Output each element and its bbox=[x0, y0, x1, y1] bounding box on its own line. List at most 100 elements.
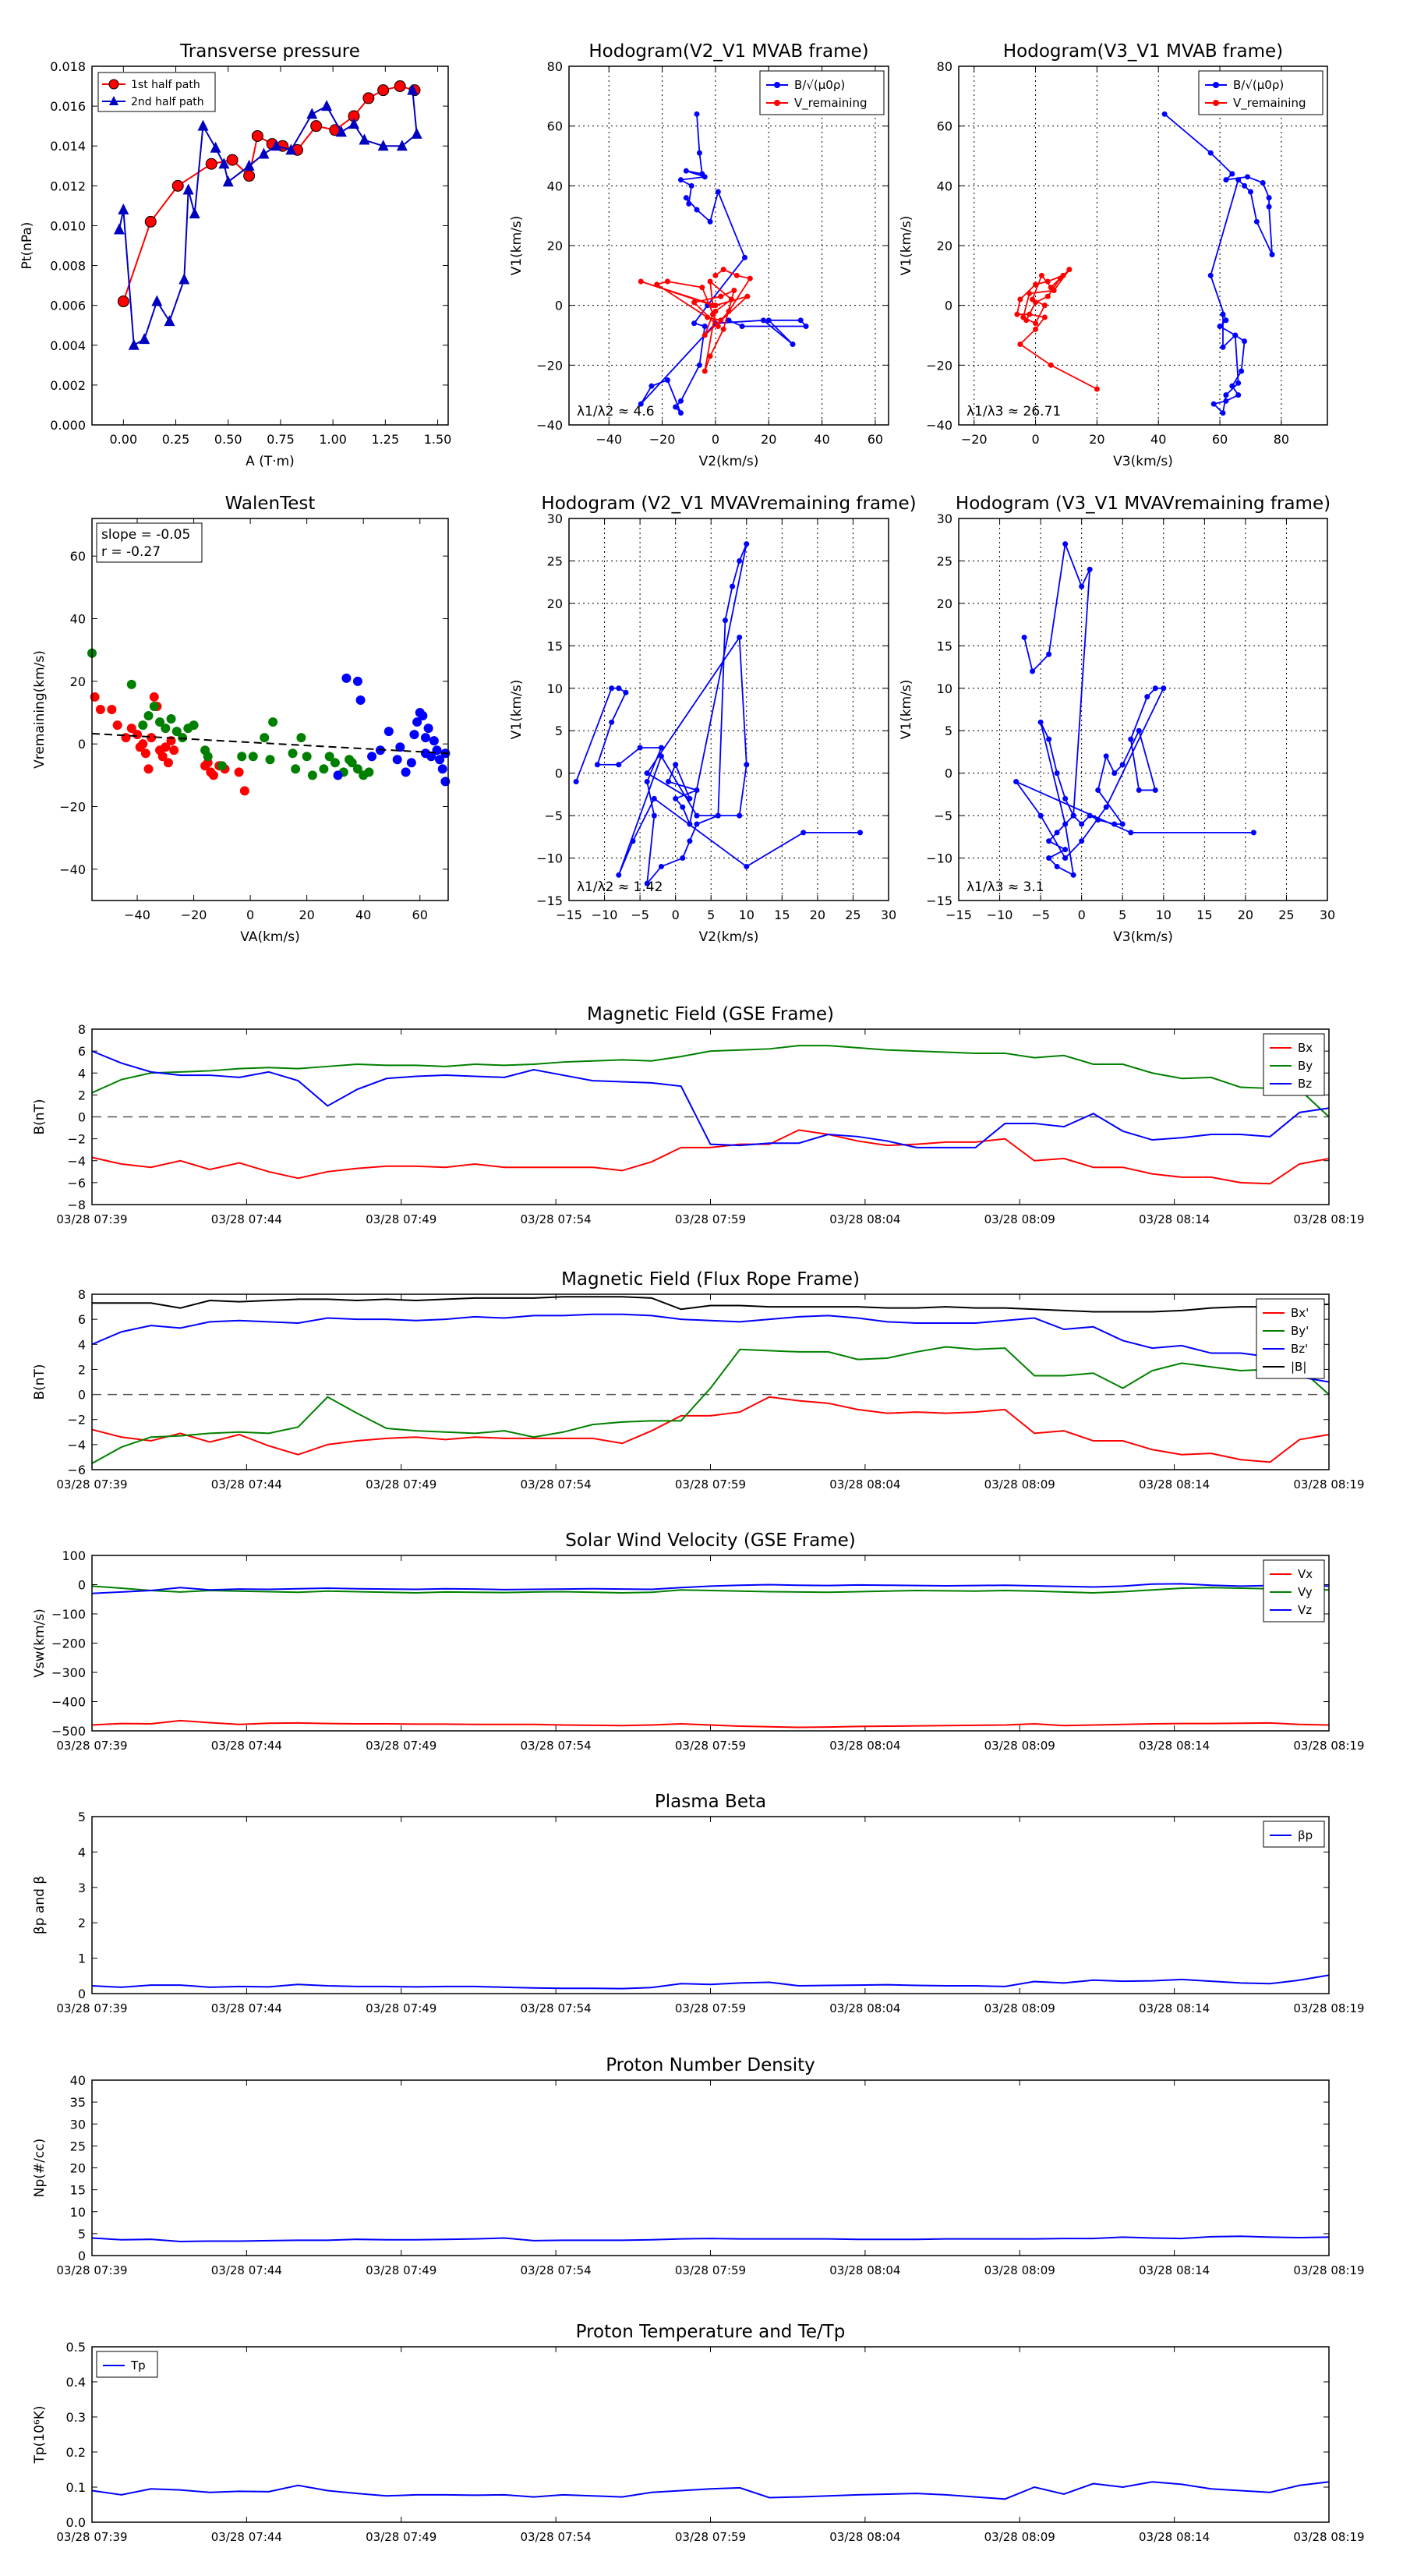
series-line bbox=[122, 85, 415, 302]
series-line bbox=[1016, 269, 1097, 390]
x-tick-label: 03/28 07:49 bbox=[366, 2530, 436, 2544]
data-point bbox=[1048, 362, 1054, 368]
data-point bbox=[1079, 821, 1085, 827]
x-tick-label: 30 bbox=[881, 908, 896, 922]
data-point bbox=[291, 764, 301, 774]
y-tick-label: 35 bbox=[70, 2095, 86, 2110]
data-point bbox=[705, 314, 711, 320]
data-point bbox=[1066, 267, 1073, 273]
data-point bbox=[1046, 838, 1052, 844]
data-point bbox=[1119, 762, 1126, 768]
data-point bbox=[1044, 293, 1051, 299]
data-point bbox=[1235, 380, 1242, 386]
y-tick-label: 0 bbox=[78, 1388, 86, 1403]
data-point bbox=[161, 724, 171, 734]
x-tick-label: 0 bbox=[672, 908, 680, 922]
data-point bbox=[1033, 281, 1039, 288]
data-point bbox=[1245, 174, 1251, 180]
data-point bbox=[1087, 812, 1093, 819]
y-tick-label: 60 bbox=[70, 549, 86, 564]
x-tick-label: 03/28 07:44 bbox=[211, 2530, 282, 2544]
y-tick-label: 0.1 bbox=[66, 2480, 86, 2495]
x-tick-label: 03/28 07:54 bbox=[521, 1212, 592, 1226]
y-tick-label: 20 bbox=[937, 239, 952, 253]
data-point bbox=[1119, 821, 1126, 827]
data-point bbox=[138, 739, 148, 749]
data-point bbox=[319, 764, 329, 774]
y-tick-label: −4 bbox=[67, 1438, 86, 1453]
data-point bbox=[1095, 817, 1101, 823]
data-point bbox=[664, 377, 670, 383]
y-tick-label: 2 bbox=[78, 1916, 86, 1930]
series-line bbox=[118, 90, 418, 347]
data-point bbox=[720, 267, 726, 273]
x-axis-label: VA(km/s) bbox=[240, 929, 299, 945]
data-point bbox=[178, 273, 190, 285]
data-point bbox=[857, 830, 864, 836]
data-point bbox=[1223, 392, 1229, 398]
y-axis-label: Tp(10⁶K) bbox=[32, 2405, 48, 2464]
y-tick-label: 6 bbox=[78, 1312, 86, 1327]
legend-label: |B| bbox=[1291, 1360, 1306, 1374]
x-tick-label: 03/28 07:49 bbox=[366, 1212, 436, 1226]
data-point bbox=[1062, 795, 1069, 801]
data-point bbox=[151, 295, 163, 306]
data-point bbox=[644, 880, 650, 886]
x-tick-label: −20 bbox=[649, 432, 676, 447]
data-point bbox=[737, 557, 743, 564]
data-point bbox=[654, 281, 660, 288]
data-point bbox=[744, 863, 750, 869]
y-tick-label: 25 bbox=[547, 554, 563, 568]
data-point bbox=[265, 755, 275, 765]
series-line bbox=[575, 543, 861, 886]
data-point bbox=[237, 752, 247, 762]
y-tick-label: 0.008 bbox=[50, 259, 86, 274]
data-point bbox=[673, 762, 679, 768]
x-tick-label: 03/28 08:19 bbox=[1293, 2263, 1364, 2277]
data-point bbox=[420, 733, 430, 743]
data-point bbox=[406, 758, 416, 768]
x-tick-label: 03/28 08:09 bbox=[984, 1739, 1055, 1753]
data-point bbox=[1232, 332, 1239, 338]
data-point bbox=[1229, 383, 1235, 389]
data-point bbox=[712, 272, 719, 278]
data-point bbox=[1242, 338, 1248, 345]
data-point bbox=[1161, 111, 1168, 117]
y-tick-label: −15 bbox=[926, 893, 952, 908]
y-tick-label: 30 bbox=[70, 2117, 86, 2132]
data-point bbox=[1048, 285, 1054, 291]
x-tick-label: 10 bbox=[1156, 908, 1172, 922]
data-point bbox=[352, 676, 362, 686]
chart-title: Transverse pressure bbox=[179, 41, 360, 62]
data-point bbox=[790, 341, 796, 347]
series-line bbox=[91, 1719, 1330, 1729]
eigenvalue-ratio: λ1/λ3 ≈ 26.71 bbox=[967, 404, 1061, 419]
data-point bbox=[691, 320, 698, 327]
x-tick-label: 03/28 07:54 bbox=[521, 1739, 592, 1753]
data-point bbox=[609, 719, 615, 725]
data-point bbox=[747, 275, 753, 281]
data-point bbox=[800, 830, 807, 836]
data-point bbox=[742, 254, 747, 260]
y-tick-label: 0 bbox=[78, 1110, 86, 1125]
x-tick-label: 03/28 08:14 bbox=[1139, 2001, 1210, 2015]
legend-label: V_remaining bbox=[794, 96, 868, 111]
y-tick-label: −5 bbox=[544, 809, 563, 823]
data-point bbox=[1079, 838, 1085, 844]
data-point bbox=[616, 762, 622, 768]
chart-walen: WalenTest −40 −20 0 20 40 60 Vremaining(km/s) −4… bbox=[32, 494, 451, 945]
y-tick-label: 10 bbox=[937, 681, 952, 696]
data-point bbox=[680, 855, 686, 862]
legend-label: βp bbox=[1298, 1828, 1313, 1842]
x-tick-label: 03/28 07:59 bbox=[675, 1739, 746, 1753]
data-point bbox=[426, 752, 436, 762]
x-tick-label: 03/28 07:44 bbox=[211, 2001, 282, 2015]
data-point bbox=[367, 752, 377, 762]
y-tick-label: −20 bbox=[536, 358, 563, 373]
x-tick-label: 03/28 07:49 bbox=[366, 2263, 436, 2277]
plot-frame bbox=[91, 1293, 1330, 1470]
data-point bbox=[702, 324, 708, 329]
x-tick-label: 03/28 07:59 bbox=[675, 2530, 746, 2544]
plot-frame bbox=[958, 65, 1328, 426]
data-point bbox=[1027, 290, 1033, 296]
